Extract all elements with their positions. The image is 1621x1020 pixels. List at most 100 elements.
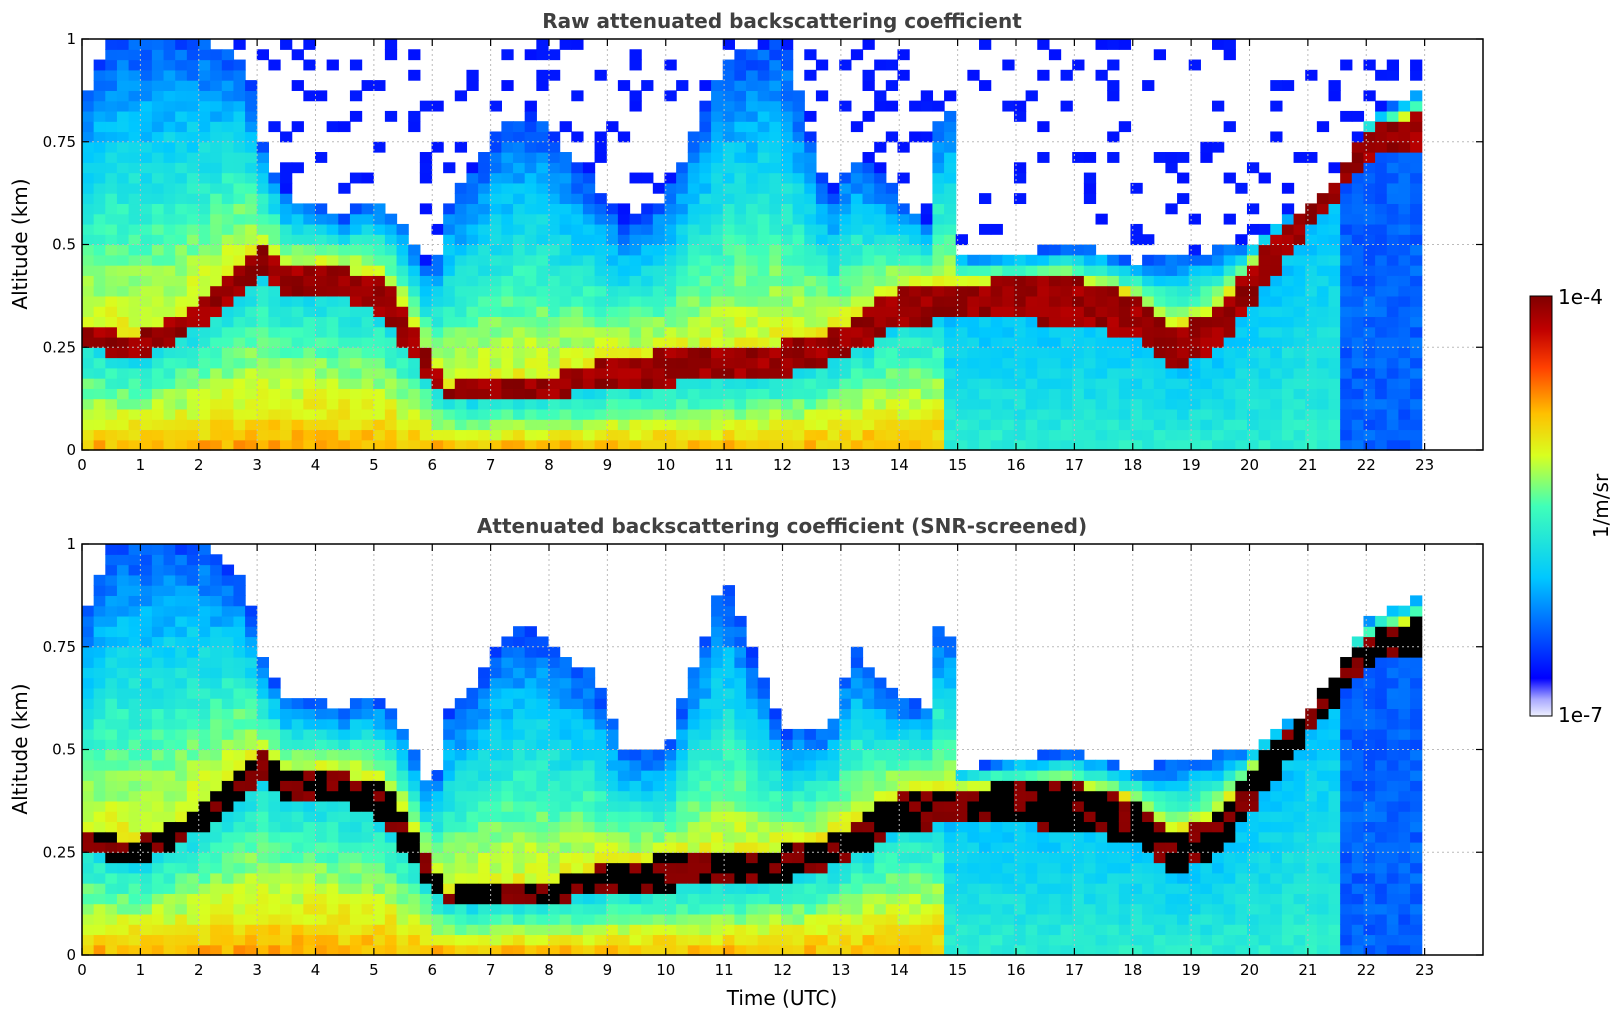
heatmap-cell [256, 677, 269, 689]
heatmap-cell [1177, 193, 1190, 205]
heatmap-cell [804, 213, 817, 225]
heatmap-cell [326, 439, 339, 451]
heatmap-cell [128, 275, 141, 287]
heatmap-cell [419, 439, 433, 451]
heatmap-cell [699, 152, 712, 163]
heatmap-cell [780, 193, 794, 205]
heatmap-cell [314, 265, 328, 276]
heatmap-cell [582, 254, 596, 266]
heatmap-cell [175, 172, 188, 184]
heatmap-cell [303, 903, 316, 915]
heatmap-cell [116, 800, 130, 812]
heatmap-cell [454, 234, 468, 246]
heatmap-cell [932, 336, 945, 348]
heatmap-cell [1130, 316, 1143, 328]
heatmap-cell [175, 110, 188, 122]
heatmap-cell [1095, 69, 1108, 81]
heatmap-cell [163, 934, 176, 946]
heatmap-cell [571, 831, 584, 843]
heatmap-cell [198, 718, 211, 730]
heatmap-cell [268, 326, 281, 338]
heatmap-cell [664, 388, 677, 400]
heatmap-cell [186, 852, 200, 864]
heatmap-cell [664, 275, 677, 287]
heatmap-cell [582, 913, 596, 925]
heatmap-cell [116, 398, 130, 410]
heatmap-cell [559, 759, 572, 771]
heatmap-cell [711, 316, 724, 328]
heatmap-cell [116, 213, 130, 225]
heatmap-cell [151, 141, 165, 153]
heatmap-cell [268, 182, 281, 194]
heatmap-cell [582, 367, 596, 379]
heatmap-cell [140, 49, 153, 61]
heatmap-cell [1281, 223, 1295, 235]
heatmap-cell [314, 934, 328, 946]
heatmap-cell [233, 667, 246, 679]
heatmap-cell [559, 893, 572, 905]
heatmap-cell [792, 162, 805, 174]
heatmap-cell [245, 831, 258, 843]
heatmap-cell [757, 182, 770, 194]
heatmap-cell [1386, 439, 1400, 451]
heatmap-cell [349, 903, 363, 915]
heatmap-cell [140, 893, 153, 905]
heatmap-cell [757, 244, 770, 256]
heatmap-cell [885, 316, 899, 328]
heatmap-cell [128, 554, 141, 566]
heatmap-cell [245, 749, 258, 761]
heatmap-cell [128, 131, 141, 143]
heatmap-cell [419, 780, 433, 792]
heatmap-cell [1060, 429, 1073, 441]
heatmap-cell [606, 770, 619, 781]
heatmap-cell [547, 852, 561, 864]
heatmap-cell [955, 439, 968, 451]
heatmap-cell [198, 285, 211, 297]
heatmap-cell [839, 357, 852, 369]
heatmap-cell [163, 708, 176, 720]
heatmap-cell [443, 718, 456, 730]
heatmap-cell [245, 821, 258, 833]
heatmap-cell [513, 193, 526, 205]
heatmap-cell [606, 306, 619, 318]
heatmap-cell [1118, 419, 1132, 431]
heatmap-cell [291, 862, 304, 874]
heatmap-cell [513, 398, 526, 410]
heatmap-cell [454, 739, 468, 751]
heatmap-cell [314, 295, 328, 307]
heatmap-cell [827, 182, 840, 194]
heatmap-cell [361, 698, 374, 710]
heatmap-cell [186, 408, 200, 420]
heatmap-cell [1398, 244, 1411, 256]
heatmap-cell [1363, 357, 1376, 369]
heatmap-cell [116, 223, 130, 235]
heatmap-cell [897, 141, 910, 153]
heatmap-cell [245, 790, 258, 802]
heatmap-cell [373, 790, 386, 802]
heatmap-cell [233, 439, 246, 451]
heatmap-cell [606, 223, 619, 235]
heatmap-cell [1351, 295, 1365, 307]
heatmap-cell [571, 934, 584, 946]
heatmap-cell [664, 831, 677, 843]
heatmap-cell [676, 336, 689, 348]
heatmap-cell [559, 203, 572, 215]
heatmap-cell [944, 90, 957, 102]
heatmap-cell [175, 872, 188, 884]
heatmap-cell [466, 862, 479, 874]
heatmap-cell [116, 831, 130, 843]
heatmap-cell [1037, 429, 1050, 441]
heatmap-cell [303, 316, 316, 328]
heatmap-cell [524, 223, 537, 235]
heatmap-cell [186, 182, 200, 194]
heatmap-cell [1177, 295, 1190, 307]
heatmap-cell [1328, 223, 1341, 235]
heatmap-cell [431, 439, 444, 451]
heatmap-cell [1107, 357, 1120, 369]
heatmap-cell [1246, 439, 1260, 451]
heatmap-cell [151, 336, 165, 348]
heatmap-cell [198, 759, 211, 771]
heatmap-cell [815, 336, 829, 348]
heatmap-cell [431, 821, 444, 833]
heatmap-cell [163, 924, 176, 936]
